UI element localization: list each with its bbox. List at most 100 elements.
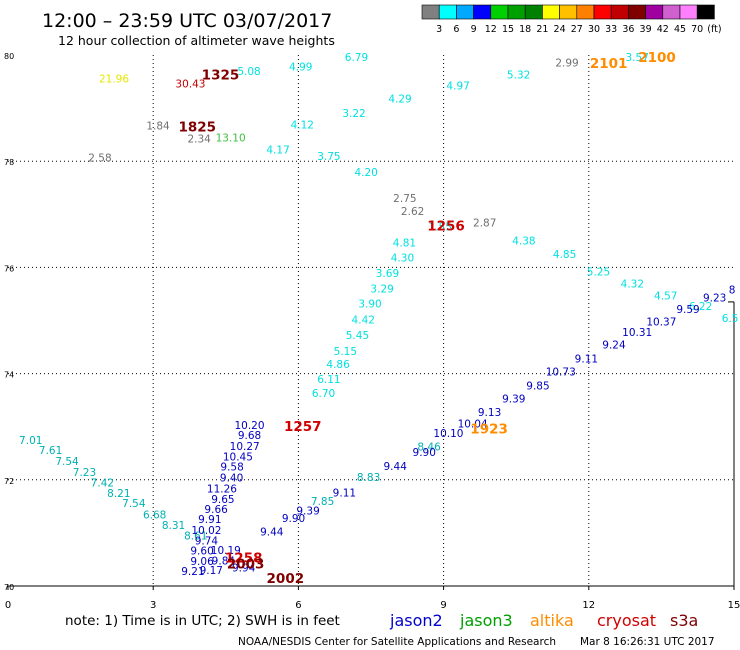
data-point-label: 9.59 [676,304,699,316]
data-point-label: 4.85 [553,249,576,261]
pass-time-label: 2100 [638,50,676,66]
colorbar-swatch [645,4,664,20]
axes: 0 3 6 9 12 15 70 72 74 76 78 80 [4,52,740,611]
y-tick-label: 80 [4,52,14,61]
colorbar-swatch [576,4,595,20]
pass-time-label: 1325 [202,68,240,84]
chart-subtitle: 12 hour collection of altimeter wave hei… [58,33,335,48]
colorbar-swatch [473,4,492,20]
colorbar-label: 24 [554,24,566,35]
data-point-label: 9.13 [478,407,501,419]
x-tick-label: 15 [728,600,740,611]
x-tick-label: 3 [150,600,156,611]
data-point-label: 3.90 [358,299,381,311]
data-point-label: 9.74 [195,535,219,547]
data-point-label: 2.75 [393,193,416,205]
data-point-label: 9.24 [602,339,626,351]
pass-time-label: 1258 [225,550,263,566]
data-point-label: 9.40 [220,473,243,485]
data-point-label: 1.84 [146,121,170,133]
x-tick-label: 0 [5,600,11,611]
footer-note: note: 1) Time is in UTC; 2) SWH is in fe… [65,613,340,629]
colorbar-swatch [524,4,543,20]
colorbar-label: 42 [657,24,669,35]
data-point-label: 9.66 [204,504,228,516]
y-tick-label: 76 [4,264,14,273]
data-point-label: 7.85 [311,496,334,508]
data-point-label: 4.97 [446,80,469,92]
pass-time-label: 1923 [470,421,508,437]
data-point-label: 10.73 [546,366,576,378]
colorbar-swatch [438,4,457,20]
data-point-label: 9.84 [212,556,236,568]
colorbar-swatch [542,4,560,20]
data-point-label: 1.55 [429,222,452,234]
data-point-label: 9.58 [220,462,243,474]
pass-time-label: 2101 [590,56,628,72]
data-point-label: 5.32 [507,70,530,82]
data-point-label: 9.39 [296,506,319,518]
colorbar-swatch [593,4,612,20]
data-point-label: 4.81 [393,237,416,249]
colorbar-label: 21 [536,24,548,35]
data-point-label: 3.22 [342,108,365,120]
y-tick-label: 74 [4,371,14,380]
data-points: 5.08 4.99 6.79 4.12 3.22 4.29 4.97 5.32 3.57 4.17… [19,52,738,578]
data-point-label: 2.87 [473,217,496,229]
colorbar-label: 6 [453,24,459,35]
footer-timestamp: Mar 8 16:26:31 UTC 2017 [580,636,715,648]
colorbar-swatch [456,4,474,20]
colorbar-swatch [490,4,509,20]
data-point-label: 7.23 [73,467,96,479]
data-point-label: 9.60 [190,545,213,557]
data-point-label: 4.42 [352,314,375,326]
data-point-label: 10.10 [433,428,463,440]
data-point-label: 5.25 [587,267,610,279]
data-point-label: 10.31 [622,327,652,339]
data-point-label: 6.5 [722,313,739,325]
data-point-label: 5.15 [334,346,357,358]
data-point-label: 9.23 [703,293,726,305]
colorbar-label: (ft) [707,24,721,35]
y-tick-label: 72 [4,477,14,486]
colorbar-label: 18 [519,24,531,35]
colorbar-label: 15 [502,24,514,35]
data-point-label: 3.69 [376,268,399,280]
data-point-label: 8 [729,285,736,297]
colorbar-label: 27 [571,24,583,35]
data-point-label: 9.94 [232,562,256,574]
data-point-label: 2.62 [401,206,424,218]
data-point-label: 8.83 [357,472,380,484]
colorbar-swatch [679,4,698,20]
x-tick-label: 12 [582,600,595,611]
data-point-label: 9.44 [384,461,408,473]
colorbar-swatch [610,4,629,20]
data-point-label: 7.54 [122,498,146,510]
data-point-label: 8.21 [107,488,130,500]
data-point-label: 11.26 [207,483,237,495]
colorbar-label: 30 [588,24,600,35]
data-point-label: 10.27 [230,441,260,453]
legend-entry-jason3: jason3 [459,611,513,630]
data-point-label: 9.68 [238,430,261,442]
data-point-label: 10.45 [223,451,253,463]
data-point-label: 8.61 [184,531,207,543]
data-point-label: 4.57 [654,291,677,303]
data-point-label: 6.79 [345,52,368,64]
pass-time-label: 1825 [178,120,216,136]
data-point-label: 9.11 [575,354,598,366]
grid [8,55,734,586]
data-point-label: 8.31 [162,520,185,532]
data-point-label: 9.65 [211,494,234,506]
footer-credit: NOAA/NESDIS Center for Satellite Applica… [238,636,556,648]
colorbar-label: 36 [622,24,634,35]
colorbar-label: 45 [674,24,686,35]
colorbar-label: 12 [485,24,497,35]
data-point-label: 10.19 [211,545,241,557]
data-point-label: 2.99 [555,57,578,69]
colorbar-swatch [421,4,440,20]
data-point-label: 3.75 [317,151,340,163]
data-point-label: 9.17 [200,565,223,577]
data-point-label: 4.17 [266,145,289,157]
